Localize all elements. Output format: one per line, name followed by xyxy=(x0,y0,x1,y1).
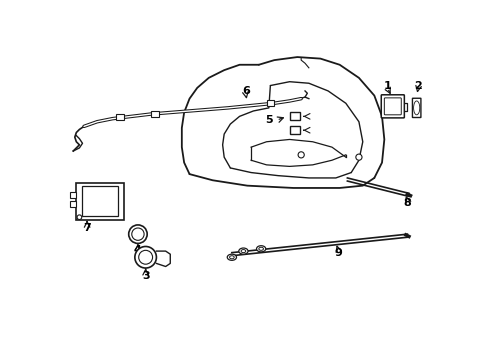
Bar xyxy=(267,100,274,106)
FancyBboxPatch shape xyxy=(413,98,421,117)
Circle shape xyxy=(129,225,147,243)
Text: 1: 1 xyxy=(384,81,392,91)
Bar xyxy=(290,112,300,120)
FancyBboxPatch shape xyxy=(384,98,401,115)
Text: 9: 9 xyxy=(334,248,342,258)
Bar xyxy=(70,192,76,198)
Text: 7: 7 xyxy=(83,223,91,233)
Ellipse shape xyxy=(414,101,420,115)
Circle shape xyxy=(356,154,362,160)
Ellipse shape xyxy=(239,248,248,254)
Bar xyxy=(76,183,124,220)
Text: 6: 6 xyxy=(242,86,250,96)
Bar xyxy=(290,126,300,134)
Ellipse shape xyxy=(227,254,237,260)
Bar xyxy=(117,114,124,120)
Bar xyxy=(82,186,118,216)
Circle shape xyxy=(77,215,82,220)
FancyBboxPatch shape xyxy=(381,95,404,118)
Bar xyxy=(151,111,159,117)
Ellipse shape xyxy=(257,246,266,252)
Ellipse shape xyxy=(229,256,234,259)
Text: 4: 4 xyxy=(134,244,142,255)
Ellipse shape xyxy=(259,247,264,250)
Text: 3: 3 xyxy=(142,271,149,281)
Circle shape xyxy=(139,250,152,264)
Text: 8: 8 xyxy=(404,198,411,208)
Text: 2: 2 xyxy=(415,81,422,91)
Circle shape xyxy=(298,152,304,158)
Circle shape xyxy=(135,247,156,268)
Text: 5: 5 xyxy=(265,115,272,125)
Bar xyxy=(70,201,76,207)
Circle shape xyxy=(132,228,144,240)
Ellipse shape xyxy=(241,249,245,253)
